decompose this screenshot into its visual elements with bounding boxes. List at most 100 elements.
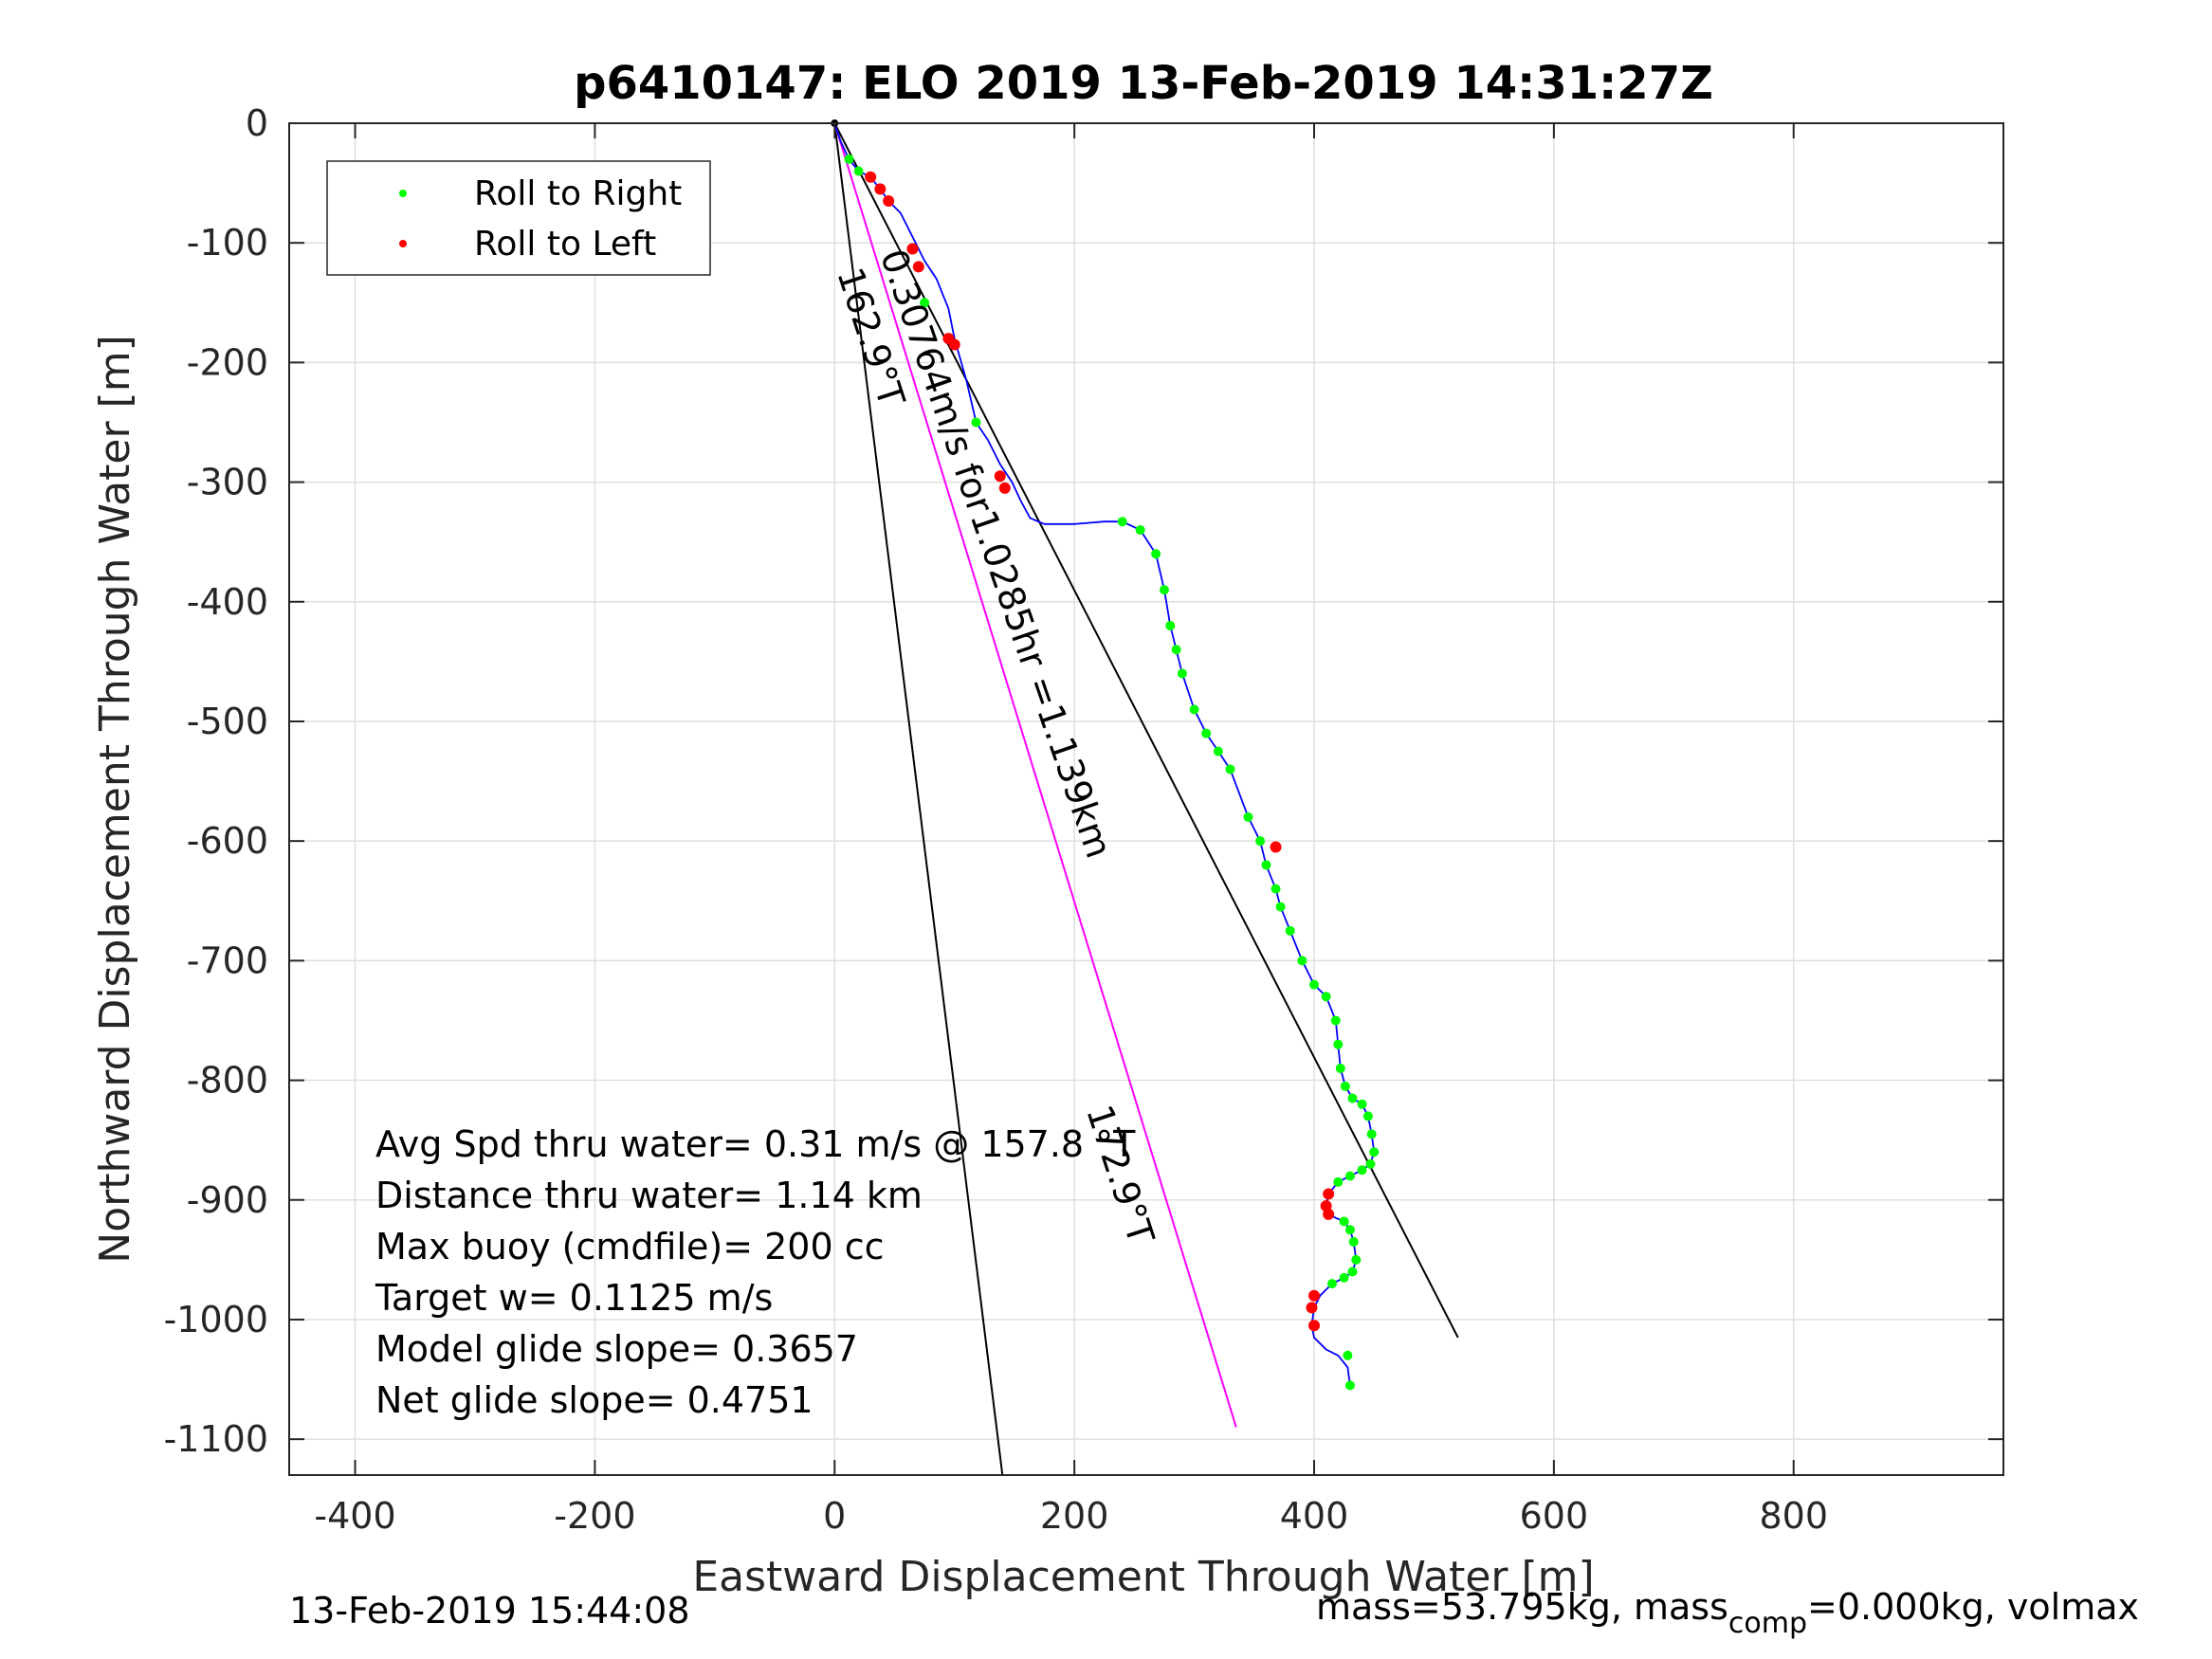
y-tick-label: -1100	[164, 1418, 268, 1460]
chart-title: p6410147: ELO 2019 13-Feb-2019 14:31:27Z	[574, 57, 1713, 110]
roll-right-point	[1351, 1254, 1362, 1265]
roll-right-point	[1333, 1039, 1344, 1049]
roll-right-point	[1357, 1099, 1367, 1109]
y-tick-label: -500	[187, 701, 268, 742]
x-tick-label: 0	[823, 1495, 846, 1537]
x-tick-label: 600	[1520, 1495, 1589, 1537]
roll-right-point	[1261, 860, 1271, 870]
x-tick-label: 200	[1040, 1495, 1109, 1537]
y-tick-label: -400	[187, 581, 268, 623]
y-tick-label: -200	[187, 341, 268, 383]
footer-mass-info: mass=53.795kg, masscomp=0.000kg, volmax	[1316, 1586, 2139, 1640]
roll-left-point	[994, 470, 1006, 483]
legend-box	[326, 160, 711, 276]
roll-right-point	[1347, 1267, 1358, 1277]
footer-mass-prefix: mass=53.795kg, mass	[1316, 1586, 1728, 1628]
roll-right-point	[1339, 1272, 1349, 1283]
roll-right-point	[1348, 1236, 1359, 1247]
y-tick-label: -700	[187, 939, 268, 981]
legend-marker-roll-right	[399, 190, 407, 197]
roll-right-point	[1344, 1225, 1355, 1235]
roll-right-point	[971, 417, 981, 428]
roll-left-point	[912, 261, 924, 273]
roll-right-point	[1344, 1171, 1355, 1181]
roll-right-point	[1347, 1093, 1358, 1103]
roll-left-point	[1323, 1208, 1335, 1220]
y-tick-label: -100	[187, 222, 268, 264]
roll-right-point	[1165, 621, 1176, 631]
roll-right-point	[1321, 992, 1331, 1002]
legend-label-roll-right: Roll to Right	[474, 174, 682, 213]
y-axis-label: Northward Displacement Through Water [m]	[91, 335, 139, 1263]
roll-right-point	[1171, 645, 1181, 655]
roll-right-point	[1213, 746, 1223, 757]
axes-box	[288, 122, 2004, 1476]
roll-left-point	[948, 338, 960, 351]
roll-right-point	[844, 154, 854, 164]
roll-left-point	[1308, 1289, 1321, 1302]
roll-right-point	[1340, 1081, 1350, 1091]
roll-right-point	[1225, 764, 1235, 775]
stat-distance: Distance thru water= 1.14 km	[375, 1175, 923, 1216]
roll-right-point	[1255, 836, 1266, 847]
x-tick-label: -200	[554, 1495, 635, 1537]
roll-left-point	[883, 195, 895, 208]
y-tick-label: -300	[187, 462, 268, 503]
roll-right-point	[1189, 704, 1199, 715]
roll-right-point	[1309, 979, 1320, 990]
footer-mass-subscript: comp	[1728, 1607, 1807, 1640]
plot-area	[289, 123, 2003, 1475]
x-tick-label: 800	[1759, 1495, 1828, 1537]
roll-right-point	[1339, 1216, 1349, 1227]
roll-right-point	[1243, 811, 1253, 822]
y-tick-label: -1000	[164, 1299, 268, 1340]
roll-right-point	[1357, 1165, 1367, 1176]
x-axis-label: Eastward Displacement Through Water [m]	[692, 1553, 1594, 1601]
heading-line	[833, 122, 1459, 1339]
y-tick-label: -600	[187, 820, 268, 862]
stat-target-w: Target w= 0.1125 m/s	[375, 1277, 773, 1319]
roll-right-point	[1365, 1158, 1376, 1169]
stats-annotations: Avg Spd thru water= 0.31 m/s @ 157.8 °T …	[375, 1123, 1136, 1421]
roll-right-point	[1135, 525, 1145, 536]
roll-right-point	[1275, 902, 1286, 912]
roll-left-point	[1306, 1302, 1318, 1314]
y-tick-label: 0	[246, 102, 268, 144]
stat-max-buoy: Max buoy (cmdfile)= 200 cc	[375, 1226, 885, 1267]
roll-right-point	[1333, 1176, 1344, 1187]
roll-right-point	[920, 298, 930, 308]
roll-left-point	[998, 482, 1011, 494]
roll-right-point	[1117, 517, 1127, 527]
stat-avg-speed: Avg Spd thru water= 0.31 m/s @ 157.8 °T	[375, 1123, 1136, 1165]
footer-timestamp: 13-Feb-2019 15:44:08	[289, 1590, 690, 1632]
roll-right-point	[1344, 1380, 1355, 1391]
stat-model-glide-slope: Model glide slope= 0.3657	[375, 1328, 858, 1370]
roll-right-point	[1330, 1015, 1341, 1026]
roll-left-point	[874, 183, 887, 195]
roll-right-point	[1177, 668, 1187, 679]
roll-right-point	[1201, 728, 1212, 738]
roll-left-point	[865, 171, 877, 183]
roll-left-point	[1323, 1188, 1335, 1200]
roll-right-point	[1159, 585, 1169, 595]
x-tick-label: -400	[314, 1495, 395, 1537]
roll-right-point	[1369, 1147, 1380, 1158]
legend: Roll to Right Roll to Left	[326, 160, 711, 276]
y-tick-label: -800	[187, 1060, 268, 1102]
roll-right-point	[853, 166, 864, 176]
roll-right-point	[1285, 925, 1295, 936]
y-tick-label: -900	[187, 1179, 268, 1221]
ticks: -400 -200 0 200 400 600 800 0 -100 -200 -300 -400 -5…	[164, 102, 2003, 1537]
legend-label-roll-left: Roll to Left	[474, 225, 656, 264]
roll-right-point	[1362, 1111, 1373, 1121]
legend-marker-roll-left	[399, 240, 407, 247]
roll-right-point	[1151, 549, 1161, 559]
roll-left-point	[906, 243, 919, 255]
roll-left-point	[1270, 841, 1282, 853]
footer-mass-suffix: =0.000kg, volmax	[1807, 1586, 2139, 1628]
x-tick-label: 400	[1280, 1495, 1349, 1537]
roll-right-point	[1297, 956, 1307, 966]
roll-right-point	[1343, 1350, 1353, 1360]
roll-right-point	[1366, 1129, 1377, 1139]
